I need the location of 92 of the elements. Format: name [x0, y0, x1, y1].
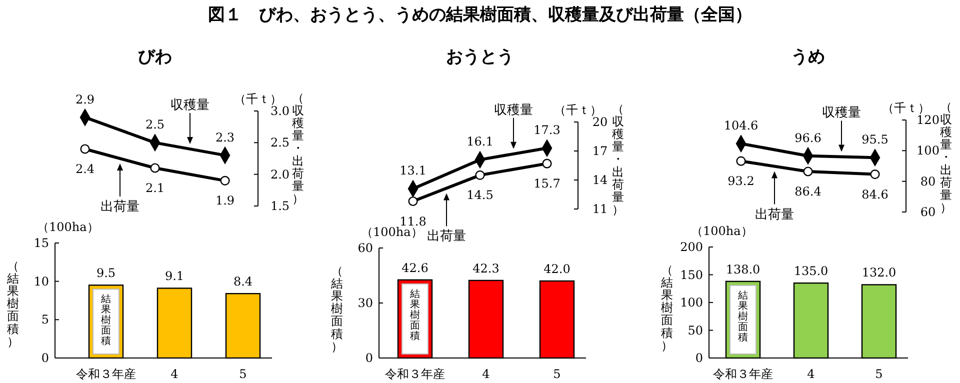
text: （100ha）: [691, 224, 753, 238]
data-label: 138.0: [726, 262, 760, 276]
point: [870, 170, 880, 180]
chart-title: おうとう: [446, 47, 514, 67]
y-tick-label: 15: [34, 236, 49, 250]
data-label: 104.6: [724, 118, 758, 133]
x-tick-label: 令和３年産: [713, 367, 773, 381]
y-tick-label: 50: [688, 323, 703, 338]
data-label: 132.0: [862, 266, 896, 280]
point: [542, 158, 552, 168]
y-tick-label: 17: [592, 144, 608, 158]
y-axis-title: （結果樹面積）: [660, 262, 673, 352]
y-tick-label: 14: [592, 173, 608, 187]
data-label: 2.1: [145, 181, 165, 195]
data-label: 17.3: [534, 123, 560, 138]
x-tick-label: 5: [875, 367, 883, 381]
text: 出荷量: [755, 207, 794, 222]
point: [736, 156, 746, 166]
point: [803, 166, 813, 176]
y-tick-label: 60: [920, 205, 936, 219]
data-label: 14.5: [466, 188, 494, 202]
y-tick-label: 80: [920, 174, 936, 188]
y-tick-label: 200: [680, 240, 703, 254]
y-tick-label: 5: [41, 312, 49, 327]
y-tick-label: 100: [916, 144, 940, 158]
point: [408, 196, 418, 206]
x-tick-label: 5: [239, 367, 247, 381]
y-axis-title: （結果樹面積）: [6, 258, 19, 348]
text: （千ｔ）: [234, 92, 282, 106]
x-tick-label: 4: [807, 367, 816, 381]
data-label: 15.7: [534, 176, 560, 191]
y-tick-label: 11: [592, 202, 608, 216]
text: （100ha）: [37, 220, 99, 234]
text: （収穫量・出荷量）: [612, 102, 624, 217]
point: [80, 144, 90, 154]
data-label: 42.0: [544, 262, 570, 276]
y-tick-label: 1.5: [270, 199, 290, 213]
chart-title: びわ: [138, 47, 172, 67]
text: 収穫量: [494, 102, 533, 118]
data-label: 42.3: [472, 261, 500, 276]
text: （千ｔ）: [882, 101, 930, 115]
data-label: 96.6: [794, 130, 822, 145]
text: 収穫量: [822, 106, 861, 121]
text: （収穫量・出荷量）: [940, 100, 952, 215]
y-tick-label: 120: [916, 113, 940, 127]
data-label: 1.9: [215, 194, 235, 208]
data-label: 13.1: [400, 164, 426, 178]
y-tick-label: 150: [680, 268, 703, 282]
data-label: 9.1: [164, 269, 184, 284]
chart-title: うめ: [791, 47, 825, 67]
data-label: 2.5: [145, 118, 165, 132]
x-tick-label: 令和３年産: [76, 367, 136, 381]
y-tick-label: 10: [34, 274, 49, 288]
point: [220, 176, 230, 186]
point: [150, 163, 160, 173]
data-label: 42.6: [402, 260, 428, 275]
data-label: 2.4: [75, 162, 95, 176]
data-label: 2.3: [215, 130, 235, 144]
data-label: 2.9: [75, 92, 95, 106]
text: （千ｔ）: [554, 103, 602, 117]
y-tick-label: 2.0: [270, 167, 290, 182]
x-tick-label: 令和３年産: [385, 367, 445, 381]
y-tick-label: 0: [365, 351, 373, 365]
annotation: 結果樹面積: [409, 288, 420, 342]
y-tick-label: 30: [358, 296, 373, 310]
data-label: 84.6: [862, 187, 888, 202]
y-tick-label: 20: [592, 115, 608, 129]
y-axis-title: （結果樹面積）: [330, 264, 343, 354]
y-tick-label: 0: [695, 351, 703, 365]
annotation: 結果樹面積: [737, 290, 748, 344]
y-tick-label: 60: [358, 241, 373, 255]
data-label: 95.5: [862, 132, 888, 147]
x-tick-label: 4: [170, 367, 179, 381]
y-tick-label: 100: [680, 296, 703, 310]
y-tick-label: 3.0: [270, 104, 290, 118]
data-label: 8.4: [233, 274, 253, 289]
data-label: 135.0: [794, 264, 828, 278]
text: 収穫量: [170, 98, 210, 113]
x-tick-label: 5: [553, 367, 561, 381]
data-label: 93.2: [728, 174, 754, 188]
data-label: 86.4: [794, 184, 822, 199]
text: 図１ びわ、おうとう、うめの結果樹面積、収穫量及び出荷量（全国）: [208, 5, 752, 25]
text: 出荷量: [100, 200, 140, 214]
annotation: 結果樹面積: [100, 294, 111, 348]
y-tick-label: 2.5: [270, 136, 290, 150]
text: （収穫量・出荷量）: [292, 90, 304, 206]
x-tick-label: 4: [482, 367, 490, 381]
data-label: 16.1: [466, 134, 494, 149]
text: 出荷量: [427, 229, 466, 244]
data-label: 9.5: [96, 266, 116, 280]
point: [475, 170, 485, 180]
y-tick-label: 0: [41, 351, 49, 365]
